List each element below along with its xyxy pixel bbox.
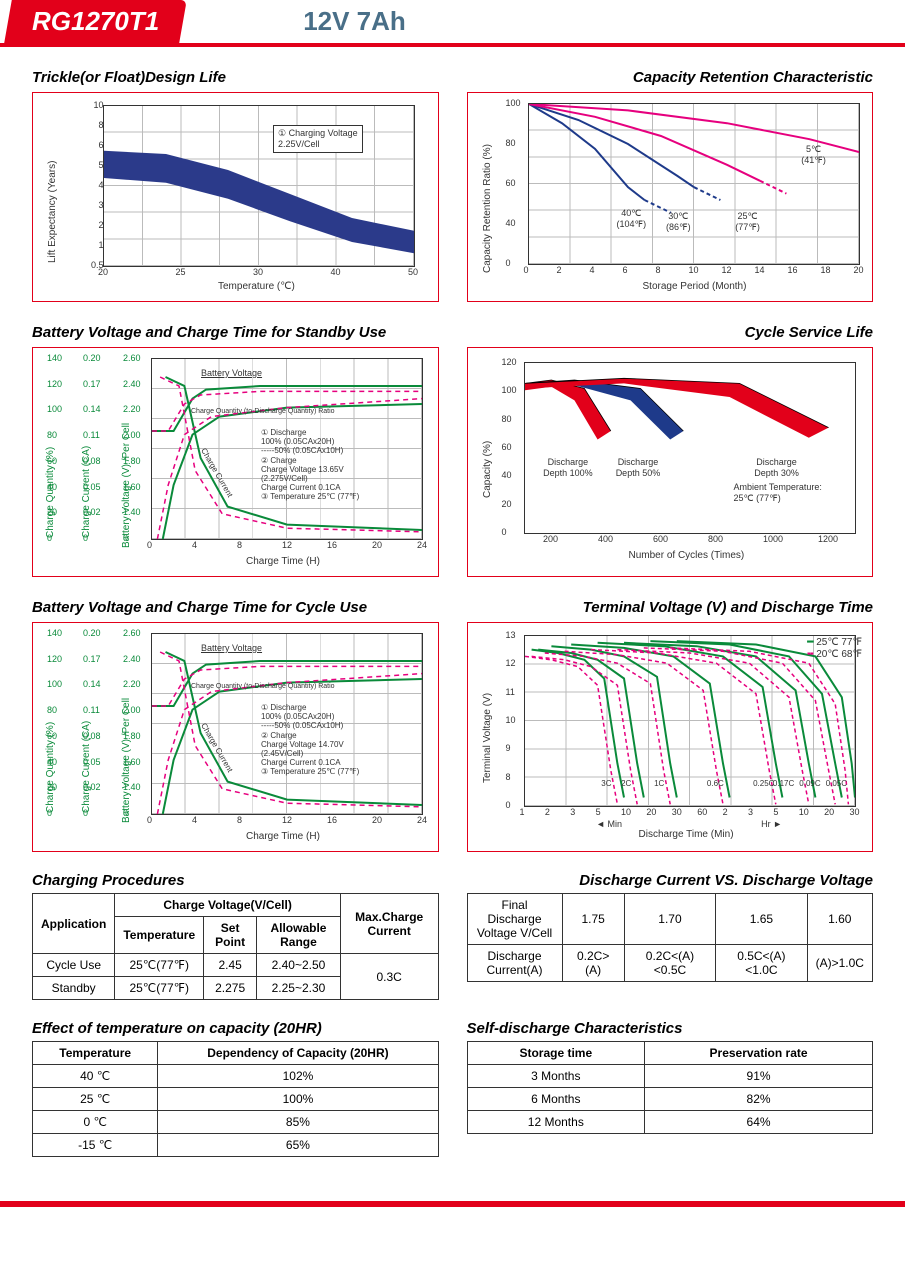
footer-bar: [0, 1201, 905, 1207]
chart3-title: Battery Voltage and Charge Time for Stan…: [32, 324, 439, 341]
tbl4-title: Self-discharge Characteristics: [467, 1020, 874, 1037]
tbl2-title: Discharge Current VS. Discharge Voltage: [467, 872, 874, 889]
self-discharge-table: Storage timePreservation rate3 Months91%…: [467, 1041, 874, 1134]
discharge-voltage-table: Final Discharge Voltage V/Cell1.751.701.…: [467, 893, 874, 982]
charging-procedures-table: ApplicationCharge Voltage(V/Cell)Max.Cha…: [32, 893, 439, 1000]
page-header: RG1270T1 12V 7Ah: [0, 0, 905, 47]
chart1: Lift Expectancy (Years) Temperature (℃) …: [32, 92, 439, 302]
temperature-capacity-table: TemperatureDependency of Capacity (20HR)…: [32, 1041, 439, 1157]
chart4: Capacity (%) Number of Cycles (Times) Am…: [467, 347, 874, 577]
chart2-title: Capacity Retention Characteristic: [467, 69, 874, 86]
chart1-title: Trickle(or Float)Design Life: [32, 69, 439, 86]
chart5: Charge Quantity (%) Charge Current (CA) …: [32, 622, 439, 852]
chart6: Terminal Voltage (V) Discharge Time (Min…: [467, 622, 874, 852]
page-body: Trickle(or Float)Design Life Lift Expect…: [0, 47, 905, 1193]
spec-text: 12V 7Ah: [303, 6, 406, 37]
model-text: RG1270T1: [32, 6, 159, 37]
chart4-title: Cycle Service Life: [467, 324, 874, 341]
tbl1-title: Charging Procedures: [32, 872, 439, 889]
model-badge: RG1270T1: [4, 0, 187, 43]
chart5-title: Battery Voltage and Charge Time for Cycl…: [32, 599, 439, 616]
tbl3-title: Effect of temperature on capacity (20HR): [32, 1020, 439, 1037]
chart2: Capacity Retention Ratio (%) Storage Per…: [467, 92, 874, 302]
chart3: Charge Quantity (%) Charge Current (CA) …: [32, 347, 439, 577]
chart6-title: Terminal Voltage (V) and Discharge Time: [467, 599, 874, 616]
